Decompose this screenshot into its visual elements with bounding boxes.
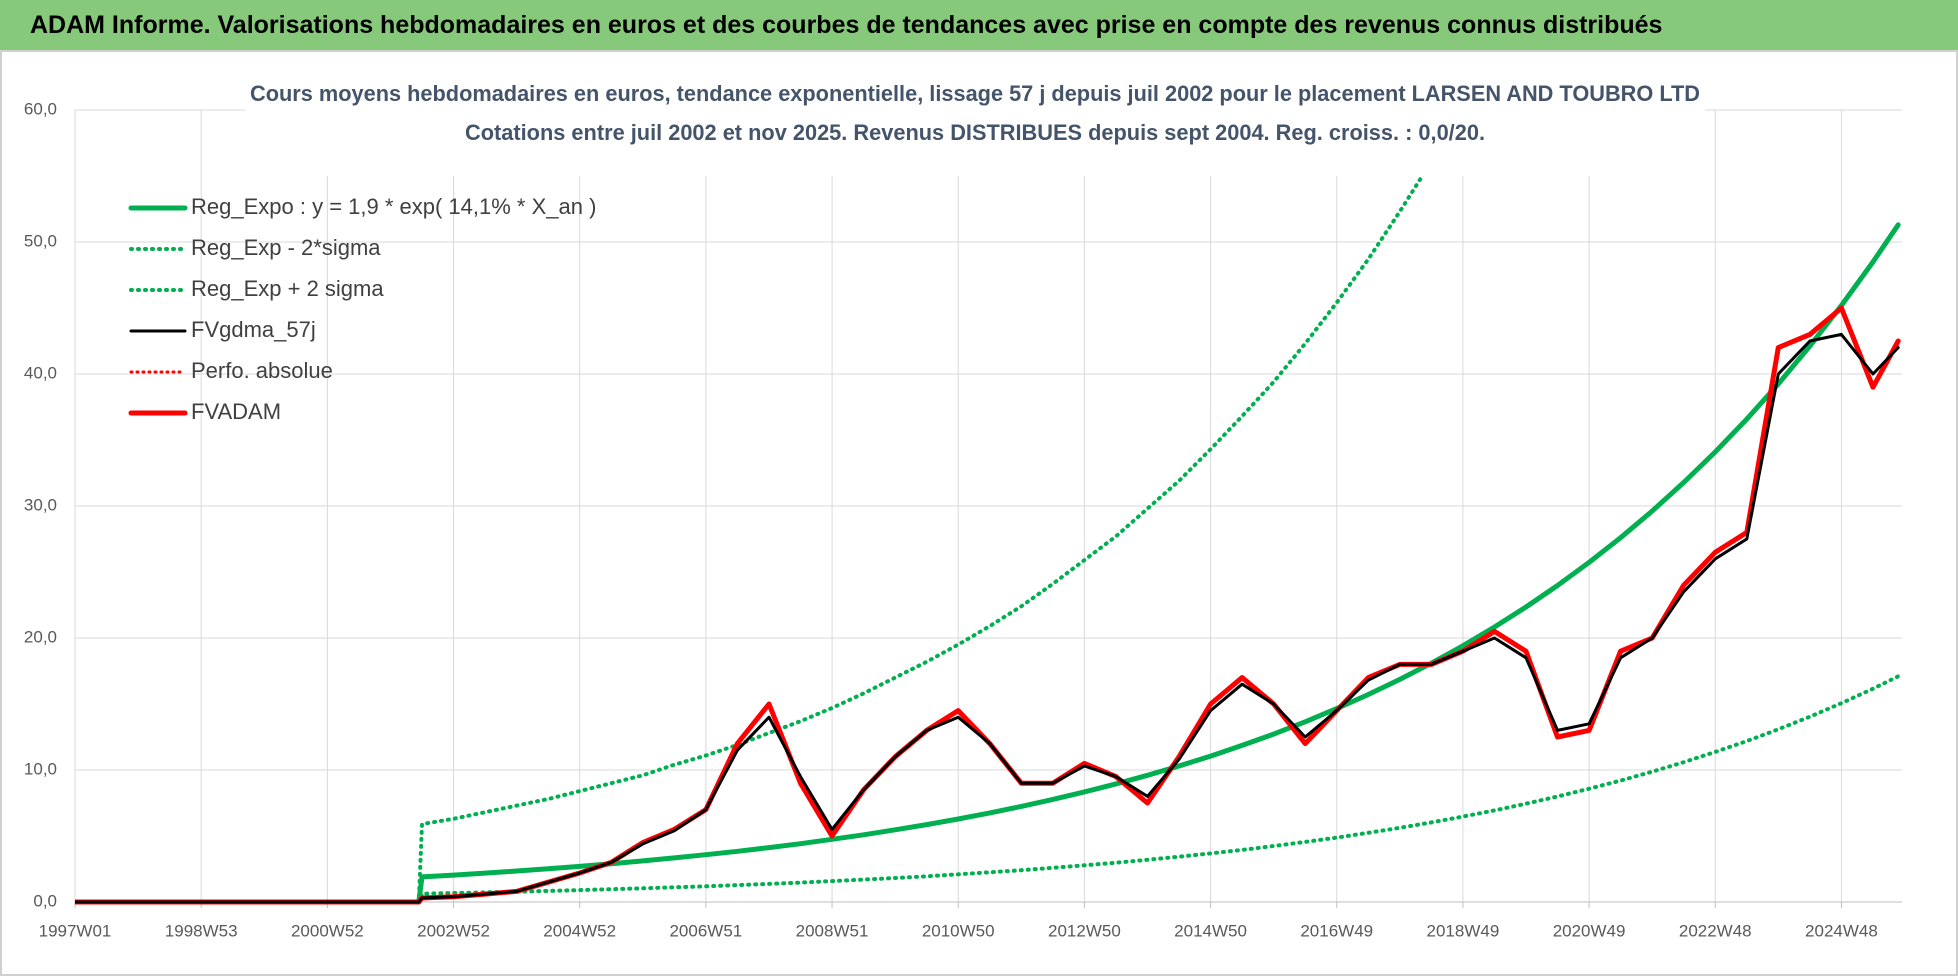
x-tick-label: 2006W51 — [669, 921, 742, 940]
legend-label: Reg_Expo : y = 1,9 * exp( 14,1% * X_an ) — [191, 194, 596, 219]
legend-label: Reg_Exp - 2*sigma — [191, 235, 381, 260]
x-tick-label: 1998W53 — [165, 921, 238, 940]
y-tick-label: 0,0 — [33, 891, 57, 910]
x-tick-label: 2018W49 — [1427, 921, 1500, 940]
series-line — [75, 222, 1901, 905]
x-tick-label: 2024W48 — [1805, 921, 1878, 940]
x-tick-label: 2008W51 — [796, 921, 869, 940]
x-tick-label: 2000W52 — [291, 921, 364, 940]
y-tick-label: 30,0 — [24, 495, 57, 514]
series-line — [75, 674, 1901, 904]
x-tick-label: 2010W50 — [922, 921, 995, 940]
y-tick-label: 10,0 — [24, 759, 57, 778]
chart: Cours moyens hebdomadaires en euros, ten… — [0, 50, 1958, 976]
y-tick-label: 60,0 — [24, 99, 57, 118]
y-tick-label: 20,0 — [24, 627, 57, 646]
chart-border — [0, 50, 1958, 976]
banner-title: ADAM Informe. Valorisations hebdomadaire… — [0, 0, 1958, 50]
series-line — [75, 110, 1464, 904]
x-tick-label: 1997W01 — [39, 921, 112, 940]
title-backdrop — [245, 78, 1705, 176]
y-tick-label: 40,0 — [24, 363, 57, 382]
x-tick-label: 2002W52 — [417, 921, 490, 940]
chart-subtitle: Cotations entre juil 2002 et nov 2025. R… — [465, 120, 1485, 145]
legend-label: Perfo. absolue — [191, 358, 333, 383]
legend-label: FVgdma_57j — [191, 317, 316, 342]
x-tick-label: 2016W49 — [1300, 921, 1373, 940]
legend-label: FVADAM — [191, 399, 281, 424]
y-tick-label: 50,0 — [24, 231, 57, 250]
plot-lines — [75, 110, 1901, 905]
x-tick-label: 2004W52 — [543, 921, 616, 940]
x-tick-label: 2022W48 — [1679, 921, 1752, 940]
x-tick-label: 2014W50 — [1174, 921, 1247, 940]
legend-label: Reg_Exp + 2 sigma — [191, 276, 384, 301]
series-line — [75, 332, 1900, 904]
chart-title: Cours moyens hebdomadaires en euros, ten… — [250, 81, 1700, 106]
x-tick-label: 2020W49 — [1553, 921, 1626, 940]
legend: Reg_Expo : y = 1,9 * exp( 14,1% * X_an )… — [128, 194, 596, 424]
x-tick-label: 2012W50 — [1048, 921, 1121, 940]
grid — [74, 109, 1902, 908]
